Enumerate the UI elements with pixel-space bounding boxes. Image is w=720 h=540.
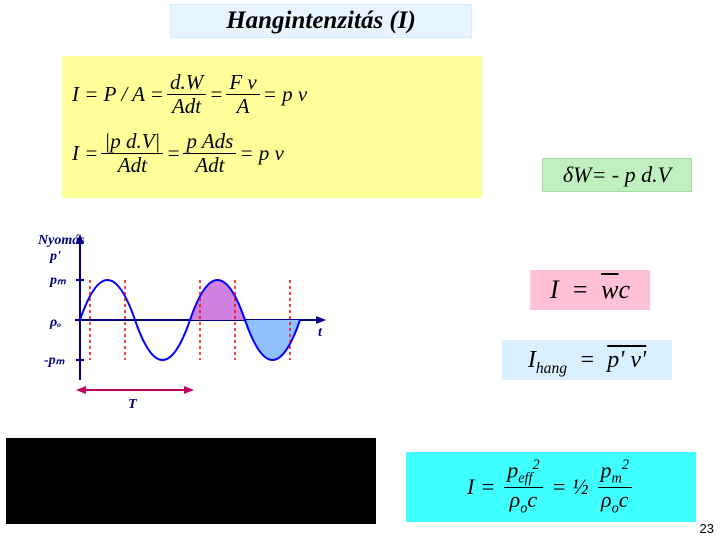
arrow-right-icon (184, 386, 194, 394)
eq-sub: eff (518, 471, 532, 487)
frac-num: peff2 (504, 458, 542, 488)
eq-sub: o (612, 501, 619, 517)
frac-den: ρoc (598, 488, 631, 516)
chart-ytick: -pₘ (44, 353, 66, 368)
page-number: 23 (700, 521, 714, 536)
eq-sub: m (612, 471, 622, 487)
chart-ytick: pₘ (49, 273, 67, 288)
frac-num: p Ads (183, 131, 236, 154)
eq-text: I = P / A = (72, 82, 164, 107)
chart-ytick: ρₒ (49, 315, 61, 330)
eq-text: = (480, 474, 495, 500)
eq-text: = (571, 275, 589, 304)
frac-num: pm2 (598, 458, 632, 488)
eq-sup: 2 (622, 457, 629, 473)
eq-text: I = (72, 141, 98, 166)
eq-text: c (527, 487, 537, 512)
frac-den: A (234, 95, 253, 117)
frac-num: F v (226, 72, 259, 95)
eq-text: I (467, 474, 474, 500)
frac-den: Adt (192, 154, 227, 176)
redacted-block (6, 438, 376, 524)
eq-text: c (619, 275, 631, 304)
frac-den: Adt (115, 154, 150, 176)
equation-intensity-hang: Ihang = p' v' (502, 340, 672, 380)
eq-text: c (619, 487, 629, 512)
eq-text: w (601, 275, 618, 304)
equation-intensity-wc: I = wc (530, 270, 650, 310)
equation-line-2: I = |p d.V| Adt = p Ads Adt = p v (72, 131, 472, 176)
equation-intensity-final: I = peff2 ρoc = ½ pm2 ρoc (406, 452, 696, 522)
eq-sub: hang (536, 360, 567, 377)
eq-text: p (507, 457, 518, 482)
chart-y-title: Nyomás (37, 233, 85, 248)
equation-work-differential: δW= - p d.V (542, 158, 692, 192)
eq-text: = ½ (552, 474, 589, 500)
pressure-wave-chart: Nyomás p' pₘ ρₒ -pₘ t T (20, 220, 340, 420)
chart-y-title2: p' (49, 249, 61, 264)
equation-block-intensity-derivation: I = P / A = d.W Adt = F v A = p v I = |p… (62, 56, 482, 198)
eq-text: = p v (239, 141, 284, 166)
eq-text: = (579, 347, 595, 373)
page-title: Hangintenzitás (I) (170, 4, 472, 38)
frac-num: d.W (167, 72, 206, 95)
eq-text: I (528, 347, 536, 373)
arrow-left-icon (76, 386, 86, 394)
eq-text: = (166, 141, 180, 166)
eq-text: = (209, 82, 223, 107)
eq-text: p' v' (607, 347, 646, 373)
eq-text: = p v (263, 82, 308, 107)
period-label: T (128, 397, 138, 412)
chart-x-label: t (318, 325, 323, 340)
eq-text: p d.V (110, 129, 154, 153)
equation-line-1: I = P / A = d.W Adt = F v A = p v (72, 72, 472, 117)
x-axis-arrow-icon (316, 316, 326, 324)
eq-text: I (550, 275, 559, 304)
frac-num: |p d.V| (101, 131, 163, 154)
eq-text: p (601, 457, 612, 482)
frac-den: ρoc (507, 488, 540, 516)
eq-text: ρ (601, 487, 612, 512)
eq-text: ρ (510, 487, 521, 512)
eq-sup: 2 (532, 457, 539, 473)
frac-den: Adt (169, 95, 204, 117)
